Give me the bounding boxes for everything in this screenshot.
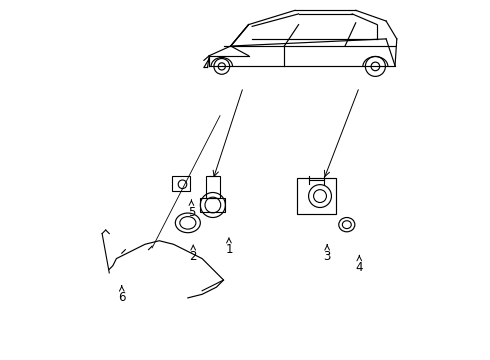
Text: 5: 5 — [188, 200, 195, 219]
Text: 3: 3 — [323, 245, 331, 264]
Text: 6: 6 — [118, 286, 125, 305]
Text: 2: 2 — [190, 245, 197, 264]
Text: 1: 1 — [225, 238, 233, 256]
Text: 4: 4 — [356, 256, 363, 274]
